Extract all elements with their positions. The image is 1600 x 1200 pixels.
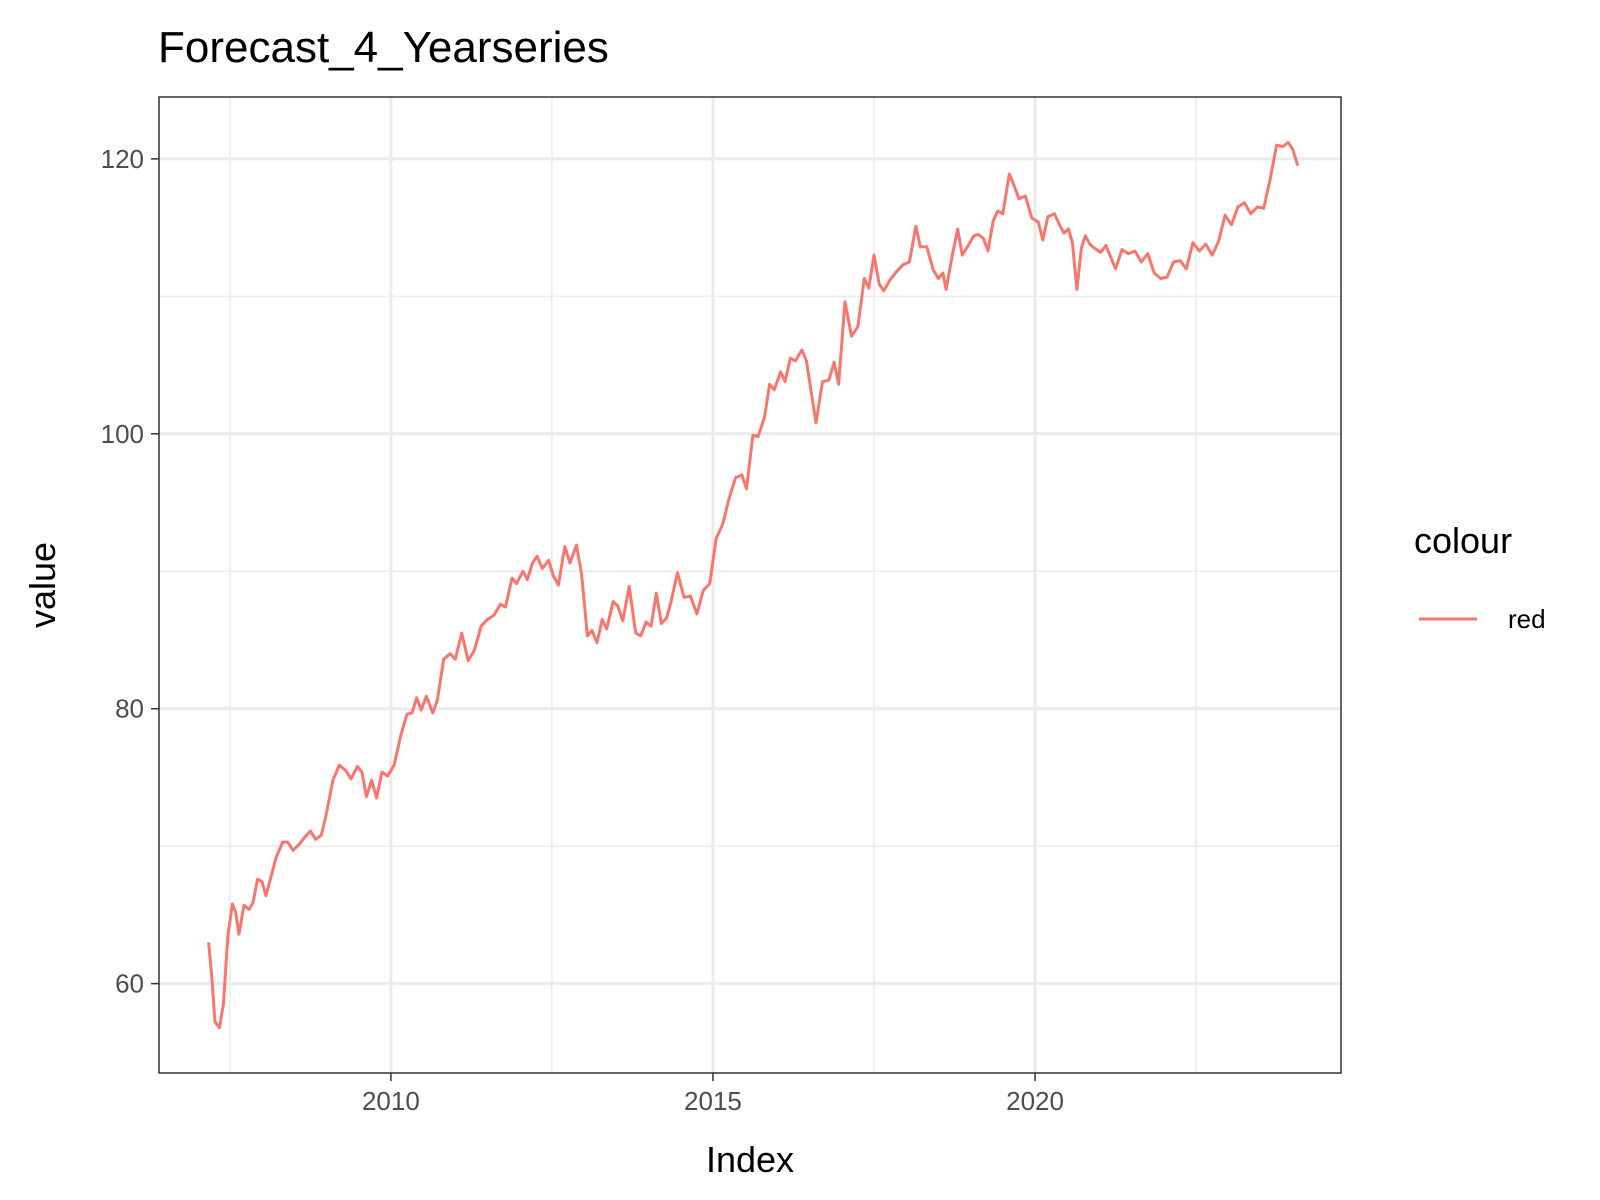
x-tick-label: 2015 — [684, 1086, 742, 1116]
chart-title: Forecast_4_Yearseries — [158, 23, 609, 72]
legend-title: colour — [1414, 520, 1512, 561]
y-axis-ticks: 60 80 100 120 — [101, 144, 159, 999]
x-tick-label: 2010 — [362, 1086, 420, 1116]
y-axis-title: value — [22, 542, 63, 628]
legend-label-red: red — [1508, 604, 1546, 634]
series-layer — [207, 140, 1300, 1030]
y-tick-label: 60 — [115, 969, 144, 999]
y-tick-label: 120 — [101, 144, 144, 174]
major-gridlines — [159, 97, 1341, 1073]
y-tick-label: 100 — [101, 419, 144, 449]
series-line-red — [207, 140, 1300, 1030]
x-axis-ticks: 2010 2015 2020 — [362, 1073, 1064, 1116]
x-tick-label: 2020 — [1006, 1086, 1064, 1116]
minor-gridlines — [159, 97, 1341, 1073]
x-axis-title: Index — [706, 1139, 794, 1180]
y-tick-label: 80 — [115, 694, 144, 724]
legend: colour red — [1414, 520, 1546, 634]
plot-panel-border — [158, 96, 1342, 1074]
